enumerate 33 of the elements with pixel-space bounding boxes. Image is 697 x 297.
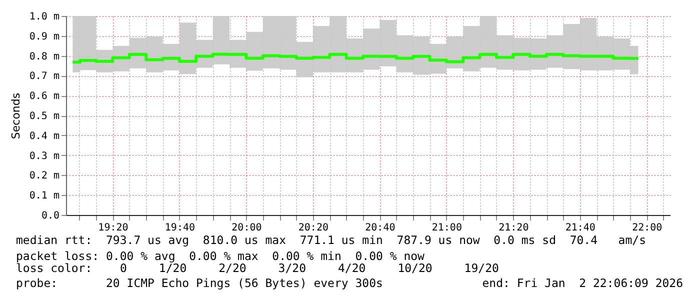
text: 1/20 <box>158 261 187 275</box>
y-tick-label: 0.4 m <box>29 130 60 142</box>
x-tick-label: 19:20 <box>98 222 128 234</box>
text: 10/20 <box>398 261 432 275</box>
y-tick-label: 0.6 m <box>29 91 60 102</box>
x-tick-label: 21:20 <box>498 222 529 234</box>
x-tick-label: 20:00 <box>232 222 262 234</box>
y-tick-label: 0.1 m <box>29 190 60 202</box>
y-tick-label: 1.0 m <box>29 12 60 22</box>
text: probe: 20 ICMP Echo Pings (56 Bytes) every 300s <box>16 276 383 290</box>
x-tick-label: 21:40 <box>565 222 596 234</box>
x-tick-label: 20:20 <box>298 222 328 234</box>
y-tick-label: 0.8 m <box>29 51 60 62</box>
text: 19/20 <box>464 261 499 275</box>
y-tick-label: 0.3 m <box>29 150 60 162</box>
x-tick-label: 21:00 <box>432 222 462 234</box>
y-tick-label: 0.2 m <box>29 170 60 182</box>
text: packet loss: 0.00 % avg 0.00 % max 0.00 % min 0.00 % now <box>16 249 424 263</box>
x-tick-label: 20:40 <box>365 222 396 234</box>
y-tick-label: 0.5 m <box>29 111 60 122</box>
text: 3/20 <box>278 261 306 275</box>
text: 0 <box>120 261 127 275</box>
text: median rtt: 793.7 us avg 810.0 us max 771.1 us min 787.9 us now 0.0 ms sd 70.4 am/s <box>16 233 646 247</box>
text: 2/20 <box>218 261 246 275</box>
y-tick-label: 0.7 m <box>29 71 60 82</box>
y-axis-title: Seconds <box>9 92 22 140</box>
text: end: Fri Jan 2 22:06:09 2026 <box>482 276 684 290</box>
y-tick-label: 0.9 m <box>29 31 60 42</box>
x-tick-label: 19:40 <box>164 222 196 234</box>
text: 4/20 <box>338 261 366 275</box>
x-tick-label: 22:00 <box>632 222 662 234</box>
y-tick-label: 0.0 <box>41 210 60 222</box>
text: loss color: <box>16 261 92 275</box>
